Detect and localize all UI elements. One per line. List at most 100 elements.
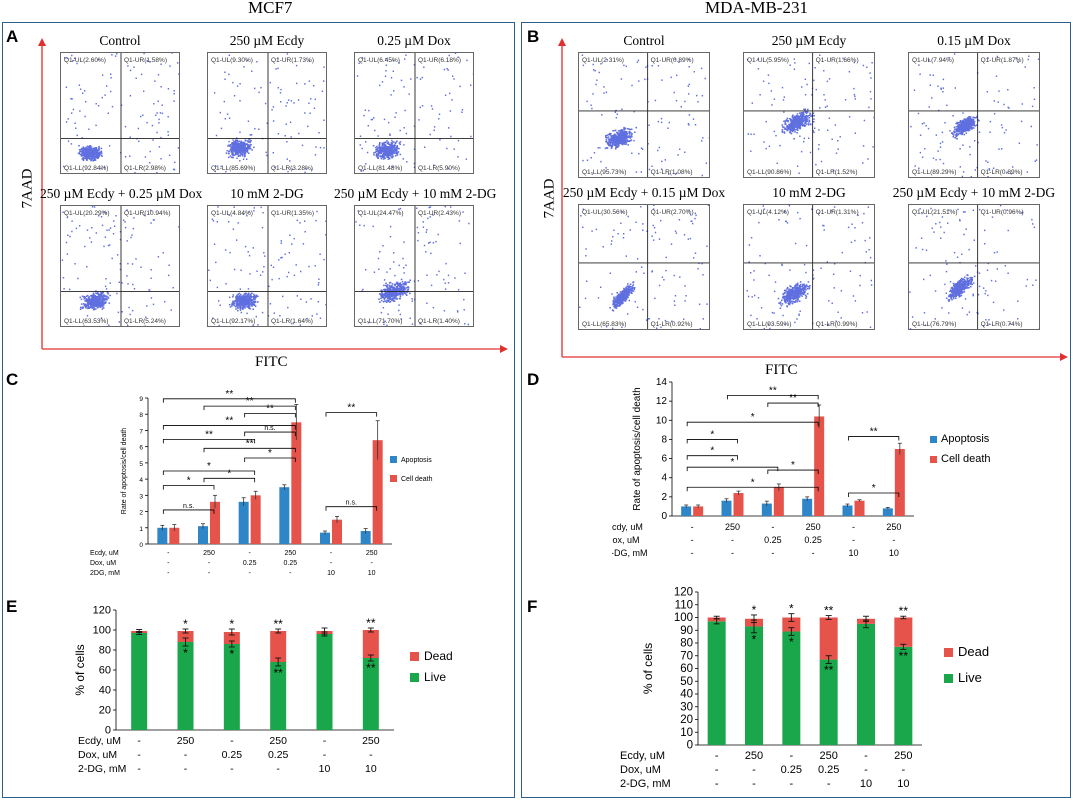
flow-b-xlabel: FITC <box>765 362 798 378</box>
bar-live <box>819 659 838 745</box>
flow-quadrant-label-lr: Q1-LR(0.74%) <box>980 321 1023 328</box>
flow-events <box>63 53 179 173</box>
significance-label: * <box>710 446 714 457</box>
flow-quadrant-label-ur: Q1-UR(6.18%) <box>418 57 461 64</box>
bar-live <box>177 642 194 730</box>
y-tick-label: 60 <box>680 663 693 675</box>
condition-label: Ecdy, uM <box>620 750 665 762</box>
flow-scatter-svg <box>579 205 709 329</box>
condition-value: 250 <box>806 522 821 532</box>
flow-quadrant-label-ul: Q1-UL(2.60%) <box>64 57 106 64</box>
flow-plot-title: 250 µM Ecdy + 0.25 µM Dox <box>40 186 203 201</box>
condition-value: - <box>184 749 188 761</box>
flow-quadrant-label-ur: Q1-UR(1.73%) <box>271 57 314 64</box>
y-tick-label: 4 <box>661 473 667 484</box>
bar-cell-death <box>733 493 744 516</box>
condition-value: - <box>230 735 234 747</box>
y-tick-label: 120 <box>674 587 693 599</box>
condition-value: 250 <box>725 522 740 532</box>
condition-value: 0.25 <box>781 764 802 776</box>
flow-scatter-svg <box>355 53 473 173</box>
flow-quadrant-label-ll: Q1-LL(81.48%) <box>358 165 403 172</box>
condition-value: - <box>752 764 756 776</box>
y-axis-label: Rate of apoptosis/cell death <box>121 428 128 514</box>
flow-quadrant-label-ur: Q1-UR(1.35%) <box>271 210 314 217</box>
significance-bracket <box>767 402 819 408</box>
y-tick-label: 1 <box>139 526 143 533</box>
bar-live <box>223 644 240 730</box>
y-tick-label: 80 <box>680 638 693 650</box>
legend-label: Live <box>424 670 446 684</box>
panel-label-e: E <box>6 597 18 616</box>
condition-value: 0.25 <box>243 560 257 567</box>
condition-value: 250 <box>886 522 901 532</box>
bar-cell-death <box>169 527 180 544</box>
flow-scatter-svg <box>61 206 179 326</box>
y-tick-label: 4 <box>139 477 143 484</box>
flow-events <box>61 206 179 326</box>
bar-dead <box>362 630 379 658</box>
condition-value: - <box>167 570 170 577</box>
flow-events <box>208 206 326 326</box>
significance-live: ** <box>899 649 909 663</box>
bar-live <box>782 631 801 745</box>
bar-dead <box>177 631 194 642</box>
bar-live <box>316 634 333 730</box>
condition-value: - <box>230 763 234 775</box>
condition-label: Dox, uM <box>78 749 117 761</box>
significance-bracket <box>686 466 779 472</box>
flow-quadrant-label-lr: Q1-LR(5.90%) <box>418 165 460 172</box>
condition-label: Ecdy, uM <box>612 522 643 532</box>
bar-live <box>362 658 379 730</box>
significance-bracket <box>767 469 819 475</box>
flow-scatter-svg <box>208 53 326 173</box>
condition-value: - <box>812 548 815 558</box>
y-tick-label: 7 <box>139 428 143 435</box>
y-tick-label: 8 <box>661 434 667 445</box>
condition-value: - <box>691 522 694 532</box>
flow-quadrant-label-lr: Q1-LR(1.52%) <box>815 169 858 176</box>
flow-quadrant-label-ur: Q1-UR(1.58%) <box>124 57 167 64</box>
condition-value: 250 <box>177 735 195 747</box>
significance-label: * <box>227 468 231 479</box>
y-tick-label: 9 <box>139 396 143 403</box>
bar-dead <box>894 617 913 647</box>
flow-scatter-plot: Q1-UL(20.29%) Q1-UR(10.94%) Q1-LL(63.53%) Q… <box>60 205 180 327</box>
condition-value: 10 <box>889 548 899 558</box>
legend-label: Dead <box>958 644 989 659</box>
flow-scatter-svg <box>744 205 874 329</box>
flow-plot-title: Control <box>623 33 665 48</box>
flow-quadrant-label-ll: Q1-LL(93.59%) <box>747 321 792 328</box>
condition-value: - <box>771 548 774 558</box>
column-title-mda: MDA-MB-231 <box>705 0 808 17</box>
flow-scatter-plot: Q1-UL(6.45%) Q1-UR(6.18%) Q1-LL(81.48%) Q1-… <box>354 52 474 174</box>
flow-scatter-plot: Q1-UL(21.51%) Q1-UR(0.96%) Q1-LL(76.79%) Q1… <box>908 204 1040 330</box>
legend-swatch-cell-death <box>930 456 937 463</box>
flow-quadrant-label-ul: Q1-UL(2.31%) <box>582 57 624 64</box>
legend-label: Dead <box>424 649 453 663</box>
condition-value: - <box>370 560 373 567</box>
condition-value: 250 <box>203 550 215 557</box>
condition-value: 0.25 <box>764 535 782 545</box>
legend-swatch-dead <box>944 648 953 657</box>
chart-d: 0 2 4 6 8 10 12 14 Rate of apoptosis/cell death *… <box>612 377 991 558</box>
condition-value: - <box>323 749 327 761</box>
flow-scatter-svg <box>61 53 179 173</box>
condition-value: - <box>827 778 831 790</box>
flow-quadrant-label-ur: Q1-UR(0.96%) <box>980 209 1024 216</box>
bar-dead <box>223 632 240 644</box>
flow-quadrant-label-ll: Q1-LL(71.70%) <box>358 318 403 325</box>
panel-label-c: C <box>6 370 19 389</box>
condition-value: 10 <box>860 778 872 790</box>
flow-quadrant-label-lr: Q1-LR(1.40%) <box>418 318 460 325</box>
flow-quadrant-label-ll: Q1-LL(89.29%) <box>912 169 957 176</box>
flow-plot-title: Control <box>99 33 141 48</box>
significance-bracket <box>203 405 296 411</box>
condition-value: - <box>864 764 868 776</box>
bar-apoptosis <box>761 503 772 516</box>
bar-apoptosis <box>157 527 168 544</box>
y-tick-label: 20 <box>680 714 693 726</box>
bar-apoptosis <box>198 526 208 544</box>
